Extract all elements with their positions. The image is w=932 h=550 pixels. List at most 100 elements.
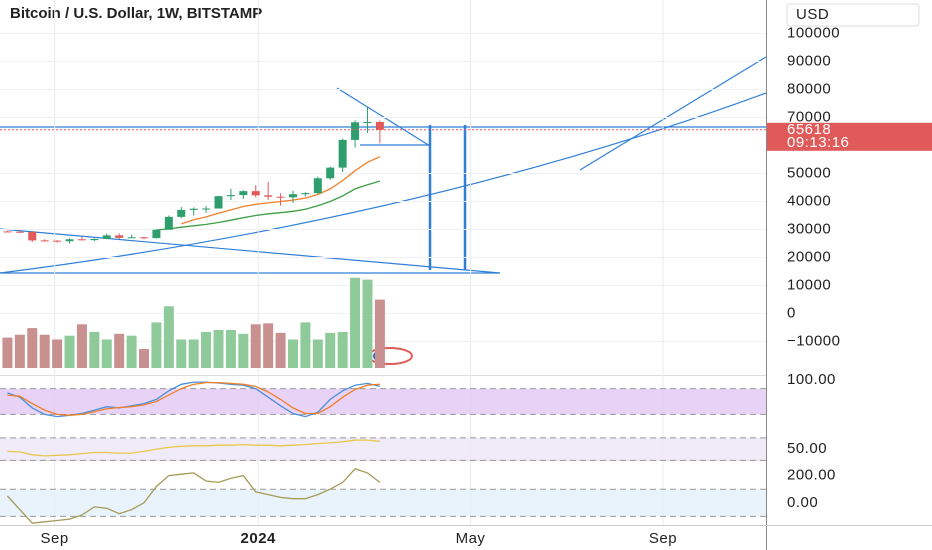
trend-line bbox=[0, 228, 501, 274]
x-tick-label: Sep bbox=[649, 530, 677, 547]
y-tick-label: 200.00 bbox=[787, 467, 836, 484]
candle-body bbox=[115, 235, 124, 238]
volume-bar bbox=[188, 339, 199, 368]
y-tick-label: 20000 bbox=[787, 248, 831, 265]
trend-drawings bbox=[0, 56, 767, 274]
volume-bar bbox=[213, 330, 224, 368]
candle-body bbox=[90, 238, 99, 241]
chart-title: Bitcoin / U.S. Dollar, 1W, BITSTAMP bbox=[10, 5, 262, 22]
y-tick-label: 50.00 bbox=[787, 440, 827, 457]
volume-bar bbox=[176, 339, 187, 368]
volume-bar bbox=[52, 339, 63, 368]
moving-average bbox=[156, 180, 381, 231]
candle-body bbox=[152, 229, 161, 239]
candle-body bbox=[177, 209, 186, 217]
trend-line bbox=[336, 87, 431, 147]
countdown-label: 09:13:16 bbox=[787, 134, 849, 151]
y-tick-label: 0 bbox=[787, 304, 796, 321]
y-tick-label: 30000 bbox=[787, 220, 831, 237]
candle-body bbox=[3, 231, 12, 233]
candle-body bbox=[301, 193, 310, 195]
candle-body bbox=[326, 167, 335, 179]
candle-body bbox=[53, 240, 62, 242]
candle-body bbox=[65, 239, 74, 242]
volume-bar bbox=[64, 335, 75, 368]
candle-body bbox=[40, 240, 49, 242]
band bbox=[0, 388, 766, 415]
indicator-line bbox=[7, 381, 380, 416]
candle-body bbox=[264, 195, 273, 197]
candle-body bbox=[140, 237, 149, 239]
volume-bar bbox=[275, 332, 286, 368]
flag-icon bbox=[367, 347, 413, 365]
candle-body bbox=[164, 216, 173, 230]
candle-body bbox=[202, 208, 211, 210]
candle-body bbox=[28, 231, 37, 241]
last-price-label: 65618 bbox=[787, 121, 831, 138]
volume-bar bbox=[151, 322, 162, 368]
volume-bar bbox=[101, 339, 112, 368]
x-tick-label: May bbox=[456, 530, 486, 547]
volume-bar bbox=[2, 337, 13, 368]
y-tick-label: −10000 bbox=[787, 332, 840, 349]
y-tick-label: 100.00 bbox=[787, 371, 836, 388]
currency-label: USD bbox=[796, 6, 829, 23]
candle-body bbox=[338, 139, 347, 168]
candle-body bbox=[239, 191, 248, 196]
candle-body bbox=[214, 196, 223, 209]
y-tick-label: 40000 bbox=[787, 192, 831, 209]
volume-bar bbox=[238, 333, 249, 368]
candle-body bbox=[251, 191, 260, 196]
y-tick-label: 100000 bbox=[787, 25, 840, 42]
y-tick-label: 70000 bbox=[787, 109, 831, 126]
volume-bar bbox=[250, 324, 261, 368]
volume-bar bbox=[263, 323, 274, 368]
volume-bar bbox=[139, 349, 150, 368]
volume-bar bbox=[126, 335, 137, 368]
volume-bar bbox=[14, 334, 25, 368]
volume-bar bbox=[337, 331, 348, 368]
last-price-box bbox=[767, 122, 932, 151]
y-tick-label: 90000 bbox=[787, 53, 831, 70]
candle-body bbox=[189, 208, 198, 210]
volume-bar bbox=[89, 331, 100, 368]
volume-bar bbox=[225, 330, 236, 368]
volume-bar bbox=[300, 322, 311, 368]
candle-body bbox=[77, 239, 86, 241]
volume-bar bbox=[201, 331, 212, 368]
x-tick-label: Sep bbox=[41, 530, 69, 547]
y-tick-label: 10000 bbox=[787, 276, 831, 293]
candle-body bbox=[102, 235, 111, 239]
volume-bar bbox=[362, 279, 373, 368]
y-tick-label: 0.00 bbox=[787, 494, 818, 511]
volume-bar bbox=[114, 333, 125, 368]
candle-body bbox=[15, 231, 24, 233]
volume-bar bbox=[27, 328, 38, 368]
candle-body bbox=[127, 237, 136, 239]
trend-line bbox=[579, 56, 767, 171]
band bbox=[0, 437, 766, 461]
volume-bar bbox=[39, 334, 50, 368]
volume-bar bbox=[374, 299, 385, 368]
candle-body bbox=[375, 122, 384, 130]
y-tick-label: 80000 bbox=[787, 81, 831, 98]
volume-bar bbox=[325, 332, 336, 368]
x-tick-label: 2024 bbox=[241, 530, 277, 547]
volume-bar bbox=[76, 324, 87, 368]
volume-bar bbox=[312, 339, 323, 368]
candle-body bbox=[226, 195, 235, 197]
candle-body bbox=[363, 122, 372, 124]
indicator-line bbox=[6, 468, 381, 524]
volume-bar bbox=[163, 306, 174, 368]
candle-body bbox=[288, 194, 297, 198]
volume-bar bbox=[287, 339, 298, 368]
candle-body bbox=[351, 122, 360, 140]
volume-bar bbox=[350, 277, 361, 368]
candle-body bbox=[313, 178, 322, 194]
band bbox=[0, 489, 766, 517]
y-tick-label: 50000 bbox=[787, 164, 831, 181]
candle-body bbox=[276, 196, 285, 198]
currency-box bbox=[786, 3, 920, 27]
